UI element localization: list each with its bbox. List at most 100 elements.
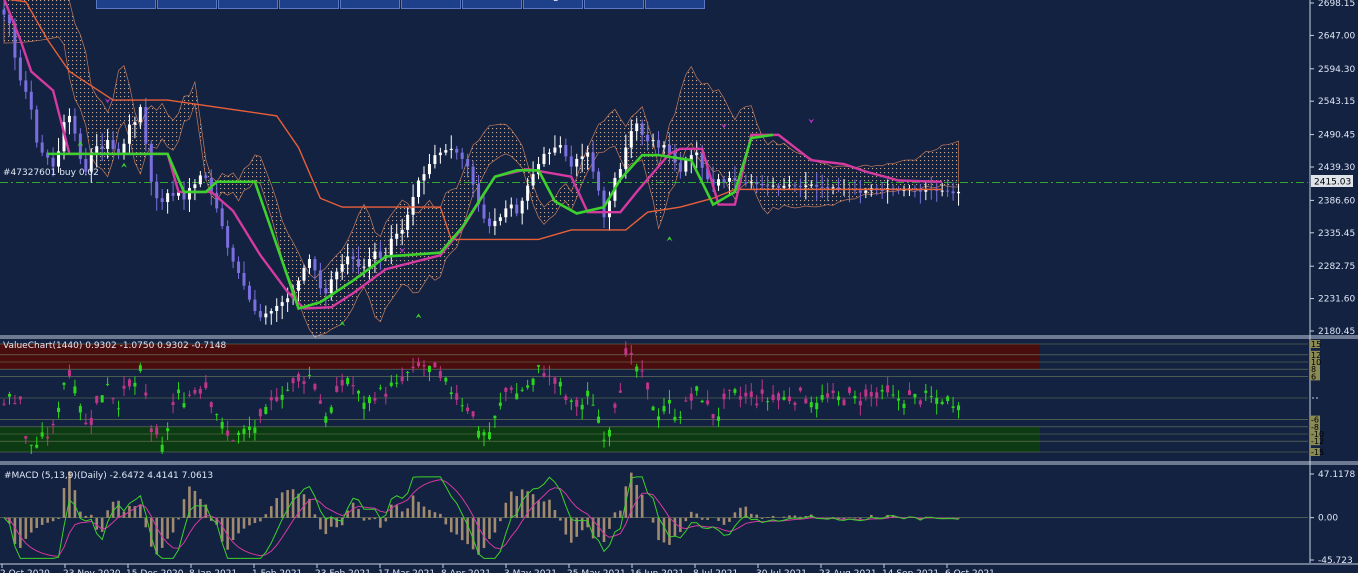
toolbar-button-trends[interactable]: Trends	[401, 0, 461, 9]
candle	[782, 178, 786, 191]
valuechart-bar	[133, 376, 137, 395]
toolbar-button-s-r[interactable]: S&R	[584, 0, 644, 9]
macd-label: #MACD (5,13,9)(Daily) -2.6472 4.4141 7.0…	[4, 471, 213, 481]
valuechart-bar	[624, 341, 628, 358]
valuechart-bar	[297, 371, 301, 388]
valuechart-bar	[695, 385, 699, 396]
candle	[40, 134, 44, 157]
candle	[318, 262, 322, 296]
candle	[957, 184, 961, 206]
macd-histogram-bar	[466, 517, 469, 545]
signal-arrow-icon	[808, 118, 815, 124]
candle	[542, 146, 546, 167]
candle	[324, 279, 328, 307]
candle	[51, 147, 55, 177]
macd-histogram-bar	[406, 508, 409, 518]
valuechart-bar	[733, 387, 737, 396]
toolbar-button-breakout[interactable]: BreakOut	[96, 0, 156, 9]
valuechart-bar	[487, 422, 491, 441]
toolbar-button-scp[interactable]: SCP	[279, 0, 339, 9]
candle	[237, 256, 241, 279]
valuechart-bar	[198, 385, 202, 399]
valuechart-bar	[717, 407, 721, 427]
macd-histogram-bar	[220, 517, 224, 542]
valuechart-bar	[847, 386, 851, 396]
valuechart-bar	[738, 386, 742, 408]
main-price-pane[interactable]	[0, 0, 1308, 338]
valuechart-bar	[280, 386, 284, 409]
valuechart-bar	[929, 386, 933, 404]
valuechart-bar	[673, 408, 677, 423]
valuechart-bar	[940, 399, 944, 406]
macd-histogram-bar	[608, 517, 611, 529]
toolbar-button-label: Trends	[413, 0, 449, 2]
valuechart-bar	[553, 376, 557, 394]
candle	[449, 135, 453, 159]
valuechart-bar	[597, 409, 601, 424]
candle	[531, 161, 535, 190]
valuechart-pane[interactable]	[0, 341, 1308, 455]
valuechart-bar	[231, 439, 235, 442]
candle	[798, 178, 802, 198]
macd-histogram-bar	[613, 512, 617, 518]
macd-histogram-bar	[504, 502, 508, 518]
time-axis-label: 8 Jul 2021	[693, 569, 738, 573]
candle	[509, 197, 513, 217]
valuechart-bar	[455, 384, 459, 406]
candle	[526, 177, 530, 210]
price-level-label: 2698.15	[1318, 0, 1355, 9]
macd-histogram-bar	[793, 515, 797, 518]
price-level-label: 2439.30	[1318, 163, 1355, 173]
candle	[657, 131, 661, 157]
candle	[804, 172, 808, 200]
time-axis-label: 8 Apr 2021	[441, 569, 491, 573]
valuechart-level-label: -12	[1311, 437, 1324, 446]
candle	[591, 140, 595, 179]
price-level-label: 2647.00	[1318, 31, 1355, 41]
valuechart-bar	[340, 373, 344, 393]
macd-histogram-bar	[68, 471, 71, 518]
macd-histogram-bar	[869, 514, 873, 518]
toolbar-button-break[interactable]: Break	[462, 0, 522, 9]
candle	[460, 147, 464, 169]
valuechart-bar	[520, 387, 524, 393]
candle	[793, 181, 797, 192]
macd-histogram-bar	[13, 517, 17, 544]
valuechart-bar	[575, 396, 579, 416]
valuechart-bar	[335, 376, 339, 393]
toolbar-button-rounds[interactable]: Rounds	[218, 0, 278, 9]
candle	[471, 160, 475, 198]
candle	[553, 135, 557, 156]
valuechart-bar	[384, 386, 388, 405]
valuechart-bar	[7, 391, 11, 405]
valuechart-bar	[869, 384, 873, 407]
valuechart-bar	[258, 408, 262, 424]
toolbar-button-dragon[interactable]: Dragon	[523, 0, 583, 9]
candle	[733, 166, 737, 191]
macd-pane[interactable]	[0, 471, 1308, 559]
macd-histogram-bar	[411, 495, 415, 518]
macd-histogram-bar	[499, 517, 502, 522]
valuechart-bar	[122, 376, 126, 396]
candle	[766, 176, 770, 196]
candle	[18, 49, 22, 86]
macd-histogram-bar	[553, 510, 557, 518]
macd-histogram-bar	[46, 517, 49, 523]
signal-arrow-icon	[399, 247, 406, 253]
toolbar-button-adr-d1[interactable]: ADR D1	[645, 0, 705, 9]
time-axis-label: 15 Dec 2020	[126, 569, 184, 573]
macd-histogram-bar	[209, 517, 213, 521]
macd-histogram-bar	[771, 515, 775, 518]
valuechart-bar	[89, 409, 93, 435]
toolbar-button-asiahl[interactable]: AsiaHL	[157, 0, 217, 9]
candle	[302, 264, 306, 284]
macd-histogram-bar	[171, 517, 175, 533]
valuechart-bar	[313, 382, 317, 392]
toolbar-button-isw[interactable]: ISW	[340, 0, 400, 9]
valuechart-level-label: 15	[1311, 340, 1321, 349]
valuechart-bar	[247, 416, 251, 438]
valuechart-bar	[727, 389, 731, 400]
valuechart-bar	[586, 382, 590, 405]
macd-histogram-bar	[280, 492, 284, 518]
